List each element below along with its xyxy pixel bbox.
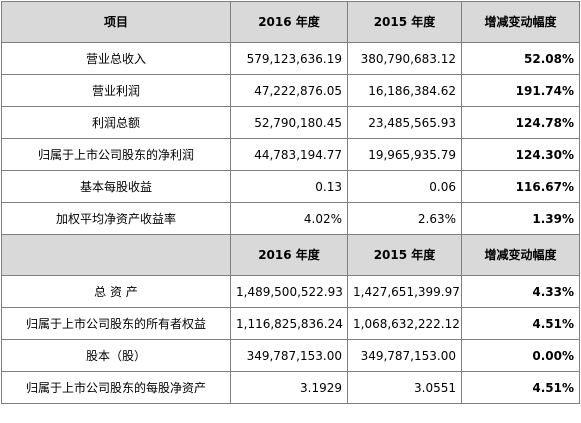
row-label: 加权平均净资产收益率 [1, 202, 231, 235]
table-row: 归属于上市公司股东的所有者权益 1,116,825,836.24 1,068,6… [1, 307, 580, 340]
value-change: 124.30% [461, 138, 580, 171]
value-change: 52.08% [461, 42, 580, 75]
row-label: 利润总额 [1, 106, 231, 139]
value-2016: 1,116,825,836.24 [230, 307, 348, 340]
value-2016: 0.13 [230, 170, 348, 203]
value-2016: 3.1929 [230, 371, 348, 404]
row-label: 营业总收入 [1, 42, 231, 75]
header-change: 增减变动幅度 [461, 234, 580, 276]
value-change: 4.33% [461, 275, 580, 308]
value-change: 191.74% [461, 74, 580, 107]
value-2016: 4.02% [230, 202, 348, 235]
row-label: 基本每股收益 [1, 170, 231, 203]
header-2016: 2016 年度 [230, 234, 348, 276]
table-row: 加权平均净资产收益率 4.02% 2.63% 1.39% [1, 202, 580, 235]
header-item [1, 234, 231, 276]
value-change: 116.67% [461, 170, 580, 203]
header-2015: 2015 年度 [347, 234, 462, 276]
table-row: 营业总收入 579,123,636.19 380,790,683.12 52.0… [1, 42, 580, 75]
header-row: 项目 2016 年度 2015 年度 增减变动幅度 [1, 1, 580, 43]
row-label: 营业利润 [1, 74, 231, 107]
table-row: 归属于上市公司股东的每股净资产 3.1929 3.0551 4.51% [1, 371, 580, 404]
header-2016: 2016 年度 [230, 1, 348, 43]
table-row: 总 资 产 1,489,500,522.93 1,427,651,399.97 … [1, 275, 580, 308]
table-row: 基本每股收益 0.13 0.06 116.67% [1, 170, 580, 203]
value-2015: 23,485,565.93 [347, 106, 462, 139]
value-2015: 1,427,651,399.97 [347, 275, 462, 308]
row-label: 股本（股） [1, 339, 231, 372]
value-2015: 380,790,683.12 [347, 42, 462, 75]
value-change: 124.78% [461, 106, 580, 139]
value-change: 4.51% [461, 371, 580, 404]
value-2016: 1,489,500,522.93 [230, 275, 348, 308]
value-change: 1.39% [461, 202, 580, 235]
value-2015: 19,965,935.79 [347, 138, 462, 171]
value-2015: 0.06 [347, 170, 462, 203]
header-change: 增减变动幅度 [461, 1, 580, 43]
value-2015: 349,787,153.00 [347, 339, 462, 372]
value-2016: 44,783,194.77 [230, 138, 348, 171]
value-2015: 2.63% [347, 202, 462, 235]
value-2015: 1,068,632,222.12 [347, 307, 462, 340]
value-2016: 579,123,636.19 [230, 42, 348, 75]
row-label: 归属于上市公司股东的所有者权益 [1, 307, 231, 340]
value-2016: 47,222,876.05 [230, 74, 348, 107]
table-row: 利润总额 52,790,180.45 23,485,565.93 124.78% [1, 106, 580, 139]
table-row: 归属于上市公司股东的净利润 44,783,194.77 19,965,935.7… [1, 138, 580, 171]
value-change: 0.00% [461, 339, 580, 372]
header-row: 2016 年度 2015 年度 增减变动幅度 [1, 234, 580, 276]
table-row: 营业利润 47,222,876.05 16,186,384.62 191.74% [1, 74, 580, 107]
row-label: 归属于上市公司股东的净利润 [1, 138, 231, 171]
value-2016: 52,790,180.45 [230, 106, 348, 139]
value-2015: 3.0551 [347, 371, 462, 404]
row-label: 归属于上市公司股东的每股净资产 [1, 371, 231, 404]
value-change: 4.51% [461, 307, 580, 340]
financial-summary-table: 项目 2016 年度 2015 年度 增减变动幅度 营业总收入 579,123,… [1, 1, 580, 404]
value-2016: 349,787,153.00 [230, 339, 348, 372]
table-row: 股本（股） 349,787,153.00 349,787,153.00 0.00… [1, 339, 580, 372]
header-item: 项目 [1, 1, 231, 43]
row-label: 总 资 产 [1, 275, 231, 308]
header-2015: 2015 年度 [347, 1, 462, 43]
value-2015: 16,186,384.62 [347, 74, 462, 107]
